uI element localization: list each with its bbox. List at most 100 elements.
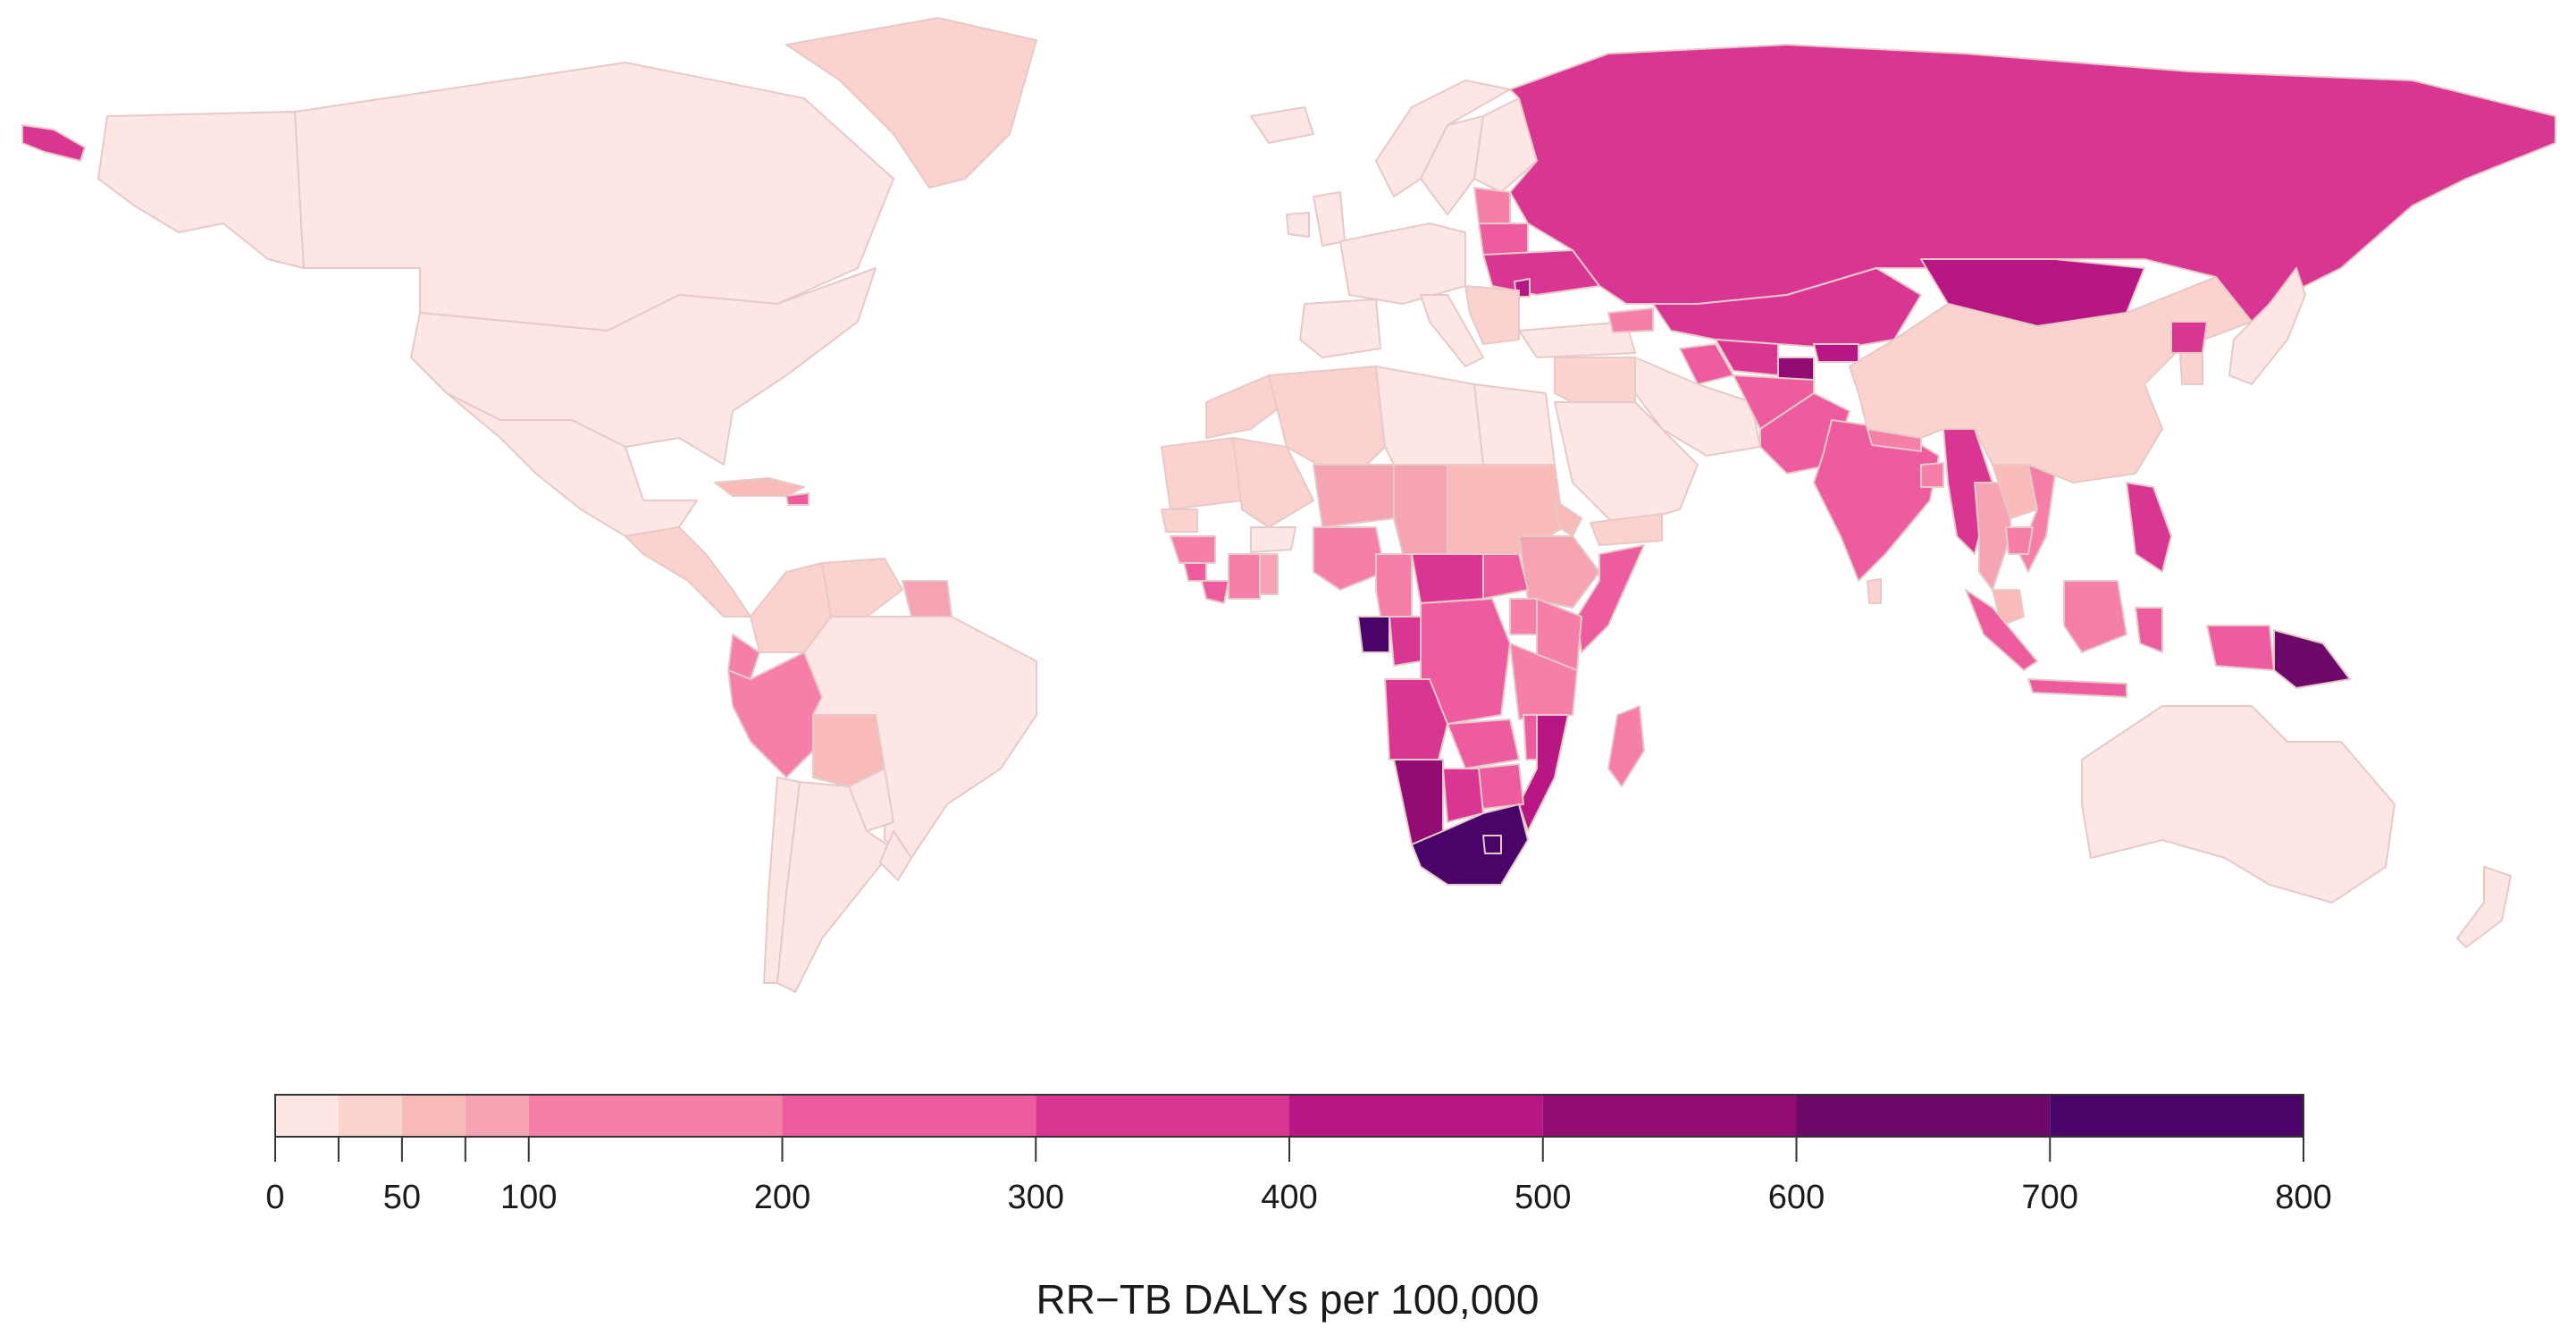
region-indonesia-sumatra bbox=[1965, 589, 2038, 671]
region-papua-new-guinea bbox=[2273, 629, 2351, 689]
region-mauritania bbox=[1161, 437, 1243, 510]
region-baltics bbox=[1473, 187, 1511, 224]
region-car bbox=[1411, 553, 1484, 604]
region-ireland bbox=[1286, 212, 1310, 238]
legend-tick-labels: 0 50 100 200 300 400 500 600 700 800 bbox=[265, 1179, 2331, 1216]
region-north-korea bbox=[2170, 321, 2208, 354]
region-morocco bbox=[1205, 374, 1288, 439]
region-kyrgyzstan bbox=[1813, 343, 1859, 363]
legend-swatch-50 bbox=[401, 1095, 466, 1137]
region-borneo bbox=[2063, 580, 2127, 653]
legend-swatch-200 bbox=[782, 1095, 1036, 1137]
legend-title: RR−TB DALYs per 100,000 bbox=[1036, 1276, 1540, 1323]
region-south-korea bbox=[2179, 352, 2203, 385]
legend-swatch-100 bbox=[528, 1095, 783, 1137]
region-gabon bbox=[1357, 616, 1390, 653]
region-iceland bbox=[1250, 106, 1314, 144]
legend-color-bar bbox=[274, 1094, 2304, 1138]
region-bangladesh bbox=[1920, 462, 1944, 488]
legend-swatch-400 bbox=[1289, 1095, 1543, 1137]
region-guinea bbox=[1170, 535, 1216, 564]
legend-swatch-300 bbox=[1036, 1095, 1289, 1137]
legend-swatch-25 bbox=[338, 1095, 402, 1137]
region-aleutian bbox=[21, 124, 86, 162]
region-canada bbox=[294, 62, 894, 332]
region-somalia bbox=[1576, 544, 1645, 653]
region-libya bbox=[1375, 366, 1484, 466]
region-lesotho bbox=[1482, 835, 1502, 854]
region-alaska bbox=[97, 111, 305, 269]
region-philippines bbox=[2126, 482, 2172, 573]
region-sierra-leone bbox=[1183, 562, 1207, 582]
region-burkina-faso bbox=[1250, 526, 1296, 553]
region-tajikistan bbox=[1777, 357, 1815, 381]
region-ivory-coast bbox=[1228, 553, 1261, 600]
region-west-papua bbox=[2206, 625, 2275, 671]
region-cambodia bbox=[2005, 526, 2034, 555]
region-indonesia-java bbox=[2027, 678, 2127, 698]
legend-swatch-0 bbox=[275, 1095, 339, 1137]
region-balkans bbox=[1464, 285, 1520, 345]
region-turkey bbox=[1518, 321, 1636, 358]
region-ethiopia bbox=[1518, 535, 1600, 609]
legend-tick-label-300: 300 bbox=[1008, 1179, 1064, 1216]
region-zambia bbox=[1447, 718, 1520, 769]
region-namibia bbox=[1393, 759, 1444, 845]
region-new-zealand bbox=[2456, 866, 2512, 948]
region-japan bbox=[2228, 267, 2306, 385]
region-nigeria bbox=[1313, 526, 1386, 591]
region-niger bbox=[1313, 464, 1395, 528]
region-madagascar bbox=[1607, 705, 1645, 787]
legend-swatch-500 bbox=[1542, 1095, 1797, 1137]
legend-tick-label-0: 0 bbox=[265, 1179, 284, 1216]
region-botswana bbox=[1442, 768, 1484, 823]
region-russia bbox=[1509, 44, 2556, 323]
region-egypt bbox=[1473, 383, 1556, 466]
legend-ticks bbox=[274, 1136, 2304, 1162]
legend-tick-label-700: 700 bbox=[2022, 1179, 2078, 1216]
region-mali bbox=[1232, 437, 1314, 528]
region-liberia bbox=[1201, 580, 1229, 604]
region-australia bbox=[2081, 705, 2396, 903]
region-venezuela bbox=[821, 558, 903, 618]
legend-swatch-700 bbox=[2050, 1095, 2303, 1137]
color-legend: 0 50 100 200 300 400 500 600 700 800 RR−TB DALYs … bbox=[265, 1094, 2332, 1323]
region-ghana bbox=[1259, 553, 1279, 595]
region-belarus bbox=[1478, 223, 1529, 256]
region-south-africa bbox=[1411, 803, 1529, 886]
legend-tick-label-800: 800 bbox=[2275, 1179, 2331, 1216]
legend-tick-label-200: 200 bbox=[754, 1179, 810, 1216]
region-mexico bbox=[446, 392, 698, 537]
region-uk bbox=[1313, 191, 1346, 247]
region-caribbean bbox=[714, 477, 805, 497]
legend-tick-label-100: 100 bbox=[500, 1179, 557, 1216]
region-argentina bbox=[776, 781, 894, 993]
region-western-europe bbox=[1339, 223, 1466, 305]
region-italy bbox=[1420, 294, 1484, 367]
region-angola bbox=[1384, 678, 1448, 760]
region-arabia bbox=[1554, 401, 1699, 528]
region-uruguay bbox=[879, 830, 912, 881]
region-greenland bbox=[785, 17, 1037, 189]
region-tanzania bbox=[1509, 643, 1578, 720]
legend-tick-label-400: 400 bbox=[1261, 1179, 1317, 1216]
region-central-america bbox=[625, 526, 751, 618]
legend-tick-label-600: 600 bbox=[1768, 1179, 1825, 1216]
legend-swatch-75 bbox=[465, 1095, 529, 1137]
region-iberia bbox=[1299, 298, 1381, 358]
region-ukraine bbox=[1482, 249, 1600, 296]
region-norway bbox=[1375, 80, 1511, 197]
region-sri-lanka bbox=[1867, 578, 1882, 604]
legend-tick-label-50: 50 bbox=[383, 1179, 421, 1216]
region-sulawesi bbox=[2135, 607, 2163, 653]
world-choropleth-map bbox=[21, 17, 2556, 993]
region-malawi bbox=[1523, 714, 1538, 760]
region-guyana bbox=[902, 580, 952, 618]
legend-tick-label-500: 500 bbox=[1515, 1179, 1571, 1216]
region-senegal bbox=[1161, 508, 1198, 533]
region-haiti bbox=[785, 492, 810, 506]
region-china bbox=[1849, 276, 2253, 483]
region-congo bbox=[1389, 616, 1422, 667]
region-uganda bbox=[1509, 598, 1538, 635]
region-cameroon bbox=[1375, 553, 1413, 618]
